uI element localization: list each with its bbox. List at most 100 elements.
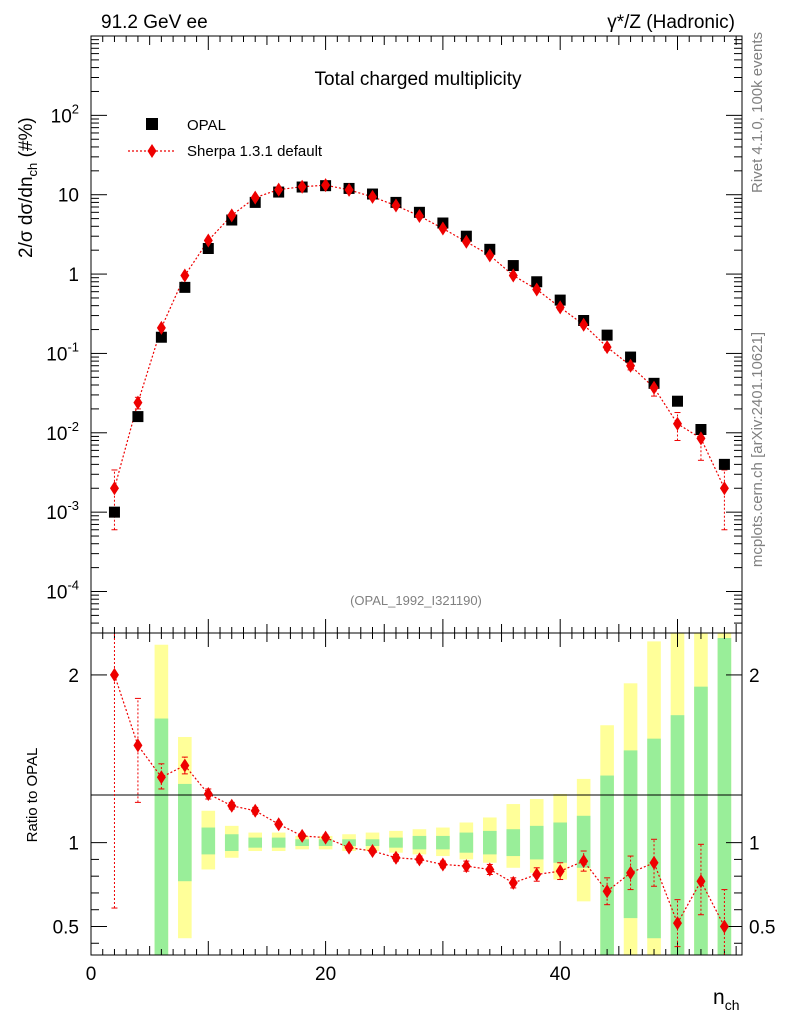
legend: OPAL Sherpa 1.3.1 default xyxy=(128,117,323,160)
ratio-band-inner xyxy=(483,830,497,855)
ratio-frame xyxy=(90,632,743,956)
analysis-annotation: (OPAL_1992_I321190) xyxy=(350,593,482,608)
ratio-band-inner xyxy=(553,822,567,863)
ratio-point-sherpa xyxy=(109,667,119,682)
ratio-y-tick-label-right: 0.5 xyxy=(749,917,775,938)
data-point-opal xyxy=(507,260,519,272)
ratio-point-sherpa xyxy=(672,916,682,931)
main-title: Total charged multiplicity xyxy=(315,69,522,90)
data-point-sherpa xyxy=(672,416,682,431)
y-tick-label: 10-3 xyxy=(46,498,79,524)
ratio-point-sherpa xyxy=(626,865,636,880)
ratio-y-tick-label: 2 xyxy=(68,666,79,687)
data-point-sherpa xyxy=(649,380,659,395)
legend-label-opal: OPAL xyxy=(187,117,226,134)
ratio-y-tick-label-right: 2 xyxy=(749,666,760,687)
data-point-opal xyxy=(108,506,120,518)
ratio-band-inner xyxy=(201,827,216,855)
data-point-sherpa xyxy=(180,268,190,283)
data-point-opal xyxy=(671,395,683,407)
ratio-y-tick-label: 0.5 xyxy=(53,917,79,938)
data-point-sherpa xyxy=(321,178,331,193)
y-tick-label-exp: -3 xyxy=(67,498,79,513)
ratio-band-inner xyxy=(670,715,685,955)
ratio-panel: 0.5 0.51 12 20 20 40 Ratio to OPAL nch xyxy=(24,632,775,1013)
legend-label-sherpa: Sherpa 1.3.1 default xyxy=(187,143,323,160)
data-point-sherpa xyxy=(203,233,213,248)
data-point-sherpa xyxy=(579,317,589,332)
data-point-sherpa xyxy=(555,300,565,315)
y-tick-label-base: 10 xyxy=(46,344,67,365)
ratio-band-inner xyxy=(154,718,169,955)
ratio-point-sherpa xyxy=(485,862,495,877)
ratio-point-sherpa xyxy=(274,817,284,832)
x-tick-label: 40 xyxy=(550,964,571,985)
data-point-sherpa xyxy=(274,182,284,197)
ratio-band-inner xyxy=(576,815,591,868)
y-tick-label-exp: 2 xyxy=(72,101,79,116)
ratio-band-inner xyxy=(248,837,263,848)
ratio-point-sherpa xyxy=(438,857,448,872)
ratio-band-inner xyxy=(600,775,614,955)
y-tick-label-base: 10 xyxy=(46,424,67,445)
ratio-band-inner xyxy=(647,738,661,939)
ratio-point-sherpa xyxy=(203,787,213,801)
y-axis-label-main: 2/σ dσ/dn xyxy=(16,176,37,258)
ratio-point-sherpa xyxy=(696,874,706,889)
data-point-sherpa xyxy=(109,481,119,496)
ratio-marks xyxy=(109,632,729,956)
y-tick-label: 10-2 xyxy=(46,419,79,445)
ratio-point-sherpa xyxy=(368,844,378,859)
ratio-band-inner xyxy=(271,837,286,848)
y-tick-label-base: 10 xyxy=(46,503,67,524)
main-panel: Total charged multiplicity 2/σ dσ/dnch (… xyxy=(16,35,743,634)
x-axis-label-main: n xyxy=(713,986,725,1009)
y-axis-label-tail: (#%) xyxy=(16,117,37,162)
y-tick-label-base: 10 xyxy=(46,583,67,604)
ratio-point-sherpa xyxy=(250,803,260,818)
ratio-bands xyxy=(154,633,732,955)
data-point-sherpa xyxy=(156,320,166,335)
y-tick-label: 102 xyxy=(51,101,79,127)
header-left: 91.2 GeV ee xyxy=(101,12,208,33)
ratio-y-tick-label: 1 xyxy=(68,834,79,855)
y-axis-label-sub: ch xyxy=(25,163,40,177)
ratio-band-inner xyxy=(623,750,638,919)
data-point-sherpa xyxy=(368,189,378,204)
data-point-sherpa xyxy=(344,182,354,197)
ratio-point-sherpa xyxy=(391,850,401,865)
ratio-point-sherpa xyxy=(555,864,565,879)
data-point-sherpa xyxy=(719,481,729,496)
ratio-band-inner xyxy=(717,638,732,955)
ratio-point-sherpa xyxy=(414,852,424,867)
x-axis-label: nch xyxy=(713,986,739,1013)
data-point-sherpa xyxy=(485,248,495,263)
data-point-opal xyxy=(601,329,613,341)
data-point-opal xyxy=(202,243,214,255)
ratio-point-sherpa xyxy=(227,798,237,813)
ratio-band-inner xyxy=(412,835,427,850)
y-tick-label-exp: -2 xyxy=(67,419,79,434)
data-point-sherpa xyxy=(438,221,448,236)
y-tick-label: 10 xyxy=(58,186,79,207)
y-tick-label: 1 xyxy=(68,265,79,286)
ratio-band-inner xyxy=(436,835,450,850)
data-point-opal xyxy=(718,458,730,470)
y-tick-label-exp: -4 xyxy=(67,578,79,593)
data-point-sherpa xyxy=(133,395,143,410)
ratio-point-sherpa xyxy=(344,840,354,855)
ratio-band-inner xyxy=(365,839,380,846)
side-label-top: Rivet 4.1.0, 100k events xyxy=(749,32,766,193)
data-point-sherpa xyxy=(626,358,636,373)
data-point-sherpa xyxy=(461,234,471,249)
ratio-point-sherpa xyxy=(532,867,542,882)
ratio-y-axis-label: Ratio to OPAL xyxy=(24,748,41,843)
y-tick-label: 10-4 xyxy=(46,578,79,604)
data-point-opal xyxy=(531,276,543,288)
legend-marker-opal xyxy=(146,118,158,130)
ratio-point-sherpa xyxy=(579,854,589,869)
data-point-sherpa xyxy=(532,282,542,297)
ratio-point-sherpa xyxy=(649,855,659,870)
ratio-point-sherpa xyxy=(508,875,518,890)
